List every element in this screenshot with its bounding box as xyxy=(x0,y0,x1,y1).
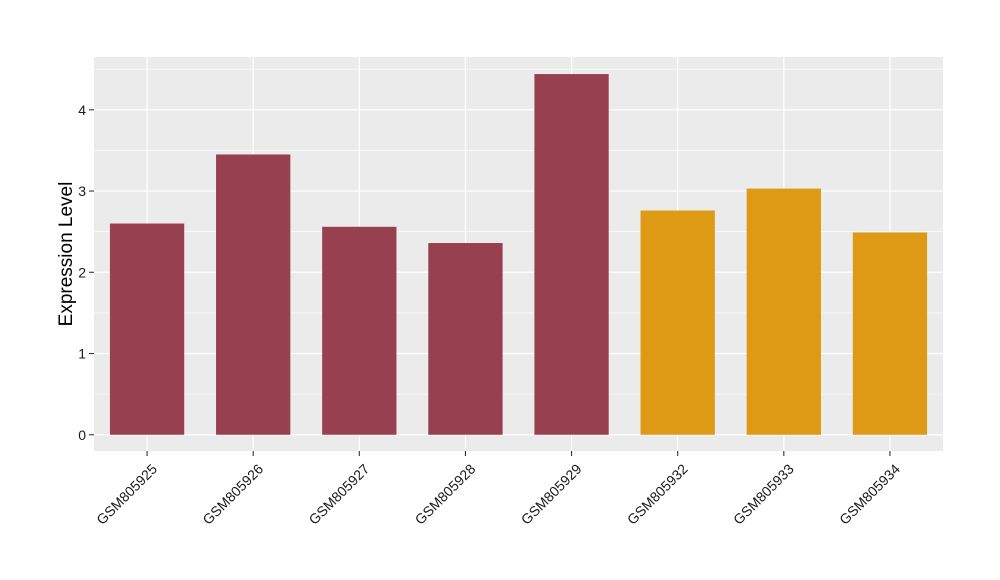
bar xyxy=(322,226,397,435)
x-tick-label: GSM805929 xyxy=(518,461,585,528)
x-tick-label: GSM805934 xyxy=(836,461,903,528)
y-axis-title: Expression Level xyxy=(56,182,77,327)
x-axis: GSM805925 GSM805926 GSM805927 GSM805928 GSM8… xyxy=(93,451,903,528)
x-tick-label: GSM805928 xyxy=(412,461,479,528)
y-tick-label: 0 xyxy=(78,427,86,443)
bar xyxy=(852,232,928,435)
x-tick-label: GSM805926 xyxy=(199,461,266,528)
x-tick-label: GSM805927 xyxy=(305,461,372,528)
x-tick-label: GSM805933 xyxy=(730,461,797,528)
bar xyxy=(109,223,185,435)
x-tick-label: GSM805925 xyxy=(93,461,160,528)
bar xyxy=(640,210,715,435)
bar xyxy=(534,74,609,435)
bar xyxy=(428,243,503,435)
y-axis: 0 1 2 3 4 xyxy=(78,102,94,443)
y-tick-label: 3 xyxy=(78,183,86,199)
bar xyxy=(216,154,291,435)
bar xyxy=(746,188,821,435)
bars xyxy=(109,74,928,435)
y-tick-label: 1 xyxy=(78,346,86,362)
x-tick-label: GSM805932 xyxy=(624,461,691,528)
y-tick-label: 2 xyxy=(78,264,86,280)
y-tick-label: 4 xyxy=(78,102,86,118)
